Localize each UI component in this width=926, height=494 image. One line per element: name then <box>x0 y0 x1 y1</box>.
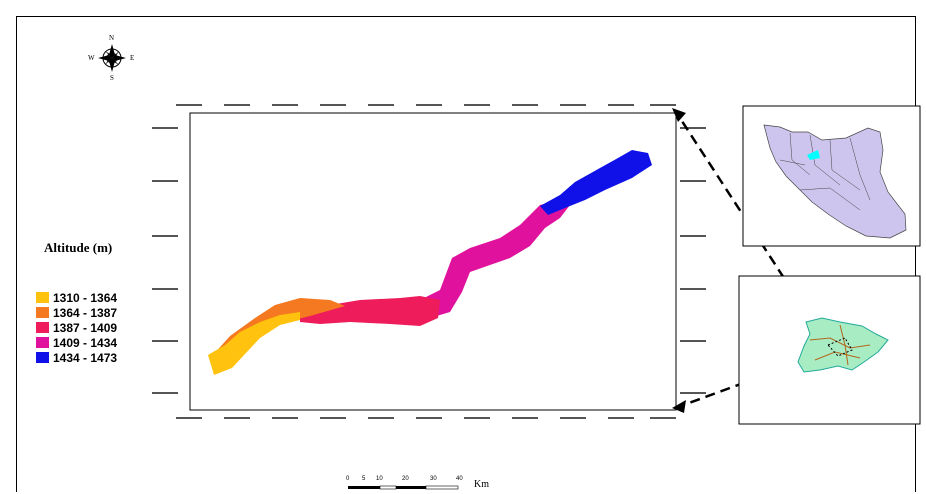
study-area-highlight <box>807 150 820 160</box>
zone-1387-1409 <box>300 296 440 326</box>
legend-item: 1434 - 1473 <box>36 350 117 365</box>
zone-1409-1434 <box>420 192 580 318</box>
legend-item: 1364 - 1387 <box>36 305 117 320</box>
scalebar-tick-label: 20 <box>402 476 409 482</box>
legend-swatch <box>36 322 49 333</box>
compass-icon <box>98 44 126 72</box>
legend-label: 1387 - 1409 <box>53 320 118 335</box>
compass-n: N <box>109 34 115 42</box>
arrow-heads <box>672 108 686 413</box>
legend-title: Altitude (m) <box>44 240 113 255</box>
iran-shape <box>763 124 907 239</box>
legend-item: 1409 - 1434 <box>36 335 117 350</box>
legend-swatch <box>36 292 49 303</box>
legend-label: 1310 - 1364 <box>53 290 118 305</box>
scalebar-tick-label: 10 <box>376 476 383 482</box>
compass-s: S <box>110 74 114 82</box>
scalebar-unit: Km <box>474 479 489 490</box>
legend-item: 1310 - 1364 <box>36 290 117 305</box>
iran-provinces <box>779 132 871 211</box>
scale-bar <box>348 485 459 490</box>
legend-item: 1387 - 1409 <box>36 320 117 335</box>
scalebar-tick-label: 0 <box>346 476 350 482</box>
altitude-zones <box>208 150 652 375</box>
zone-1434-1473 <box>540 150 652 215</box>
legend-label: 1364 - 1387 <box>53 305 118 320</box>
zone-1310-1364 <box>208 312 300 375</box>
main-map-panel <box>189 112 677 411</box>
scalebar-tick-label: 30 <box>430 476 437 482</box>
scalebar-tick-label: 40 <box>456 476 463 482</box>
compass-w: W <box>88 54 95 62</box>
legend-label: 1409 - 1434 <box>53 335 118 350</box>
compass-e: E <box>130 54 135 62</box>
legend-swatch <box>36 307 49 318</box>
coordinate-tick-marks <box>152 104 706 419</box>
scalebar-tick-label: 5 <box>362 476 366 482</box>
map-frame <box>16 16 916 492</box>
legend-label: 1434 - 1473 <box>53 350 118 365</box>
legend-swatch <box>36 337 49 348</box>
region-study-outline <box>827 337 853 357</box>
legend-swatch <box>36 352 49 363</box>
